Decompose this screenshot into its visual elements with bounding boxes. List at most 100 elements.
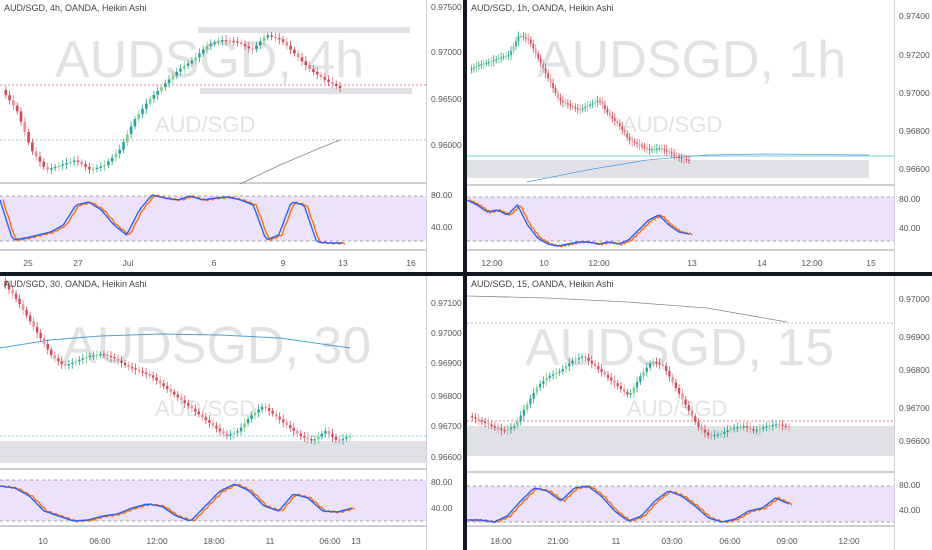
candle-body	[130, 366, 134, 369]
candle-body	[133, 119, 137, 127]
pane-15m[interactable]: AUD/SGD, 15, OANDA, Heikin Ashi AUDSGD, …	[467, 276, 932, 550]
price-label: 0.96800	[899, 126, 930, 136]
candle-body	[548, 375, 551, 379]
candle-body	[76, 160, 80, 162]
price-axis[interactable]	[894, 276, 895, 550]
candle-body	[180, 397, 183, 401]
candle-body	[260, 406, 264, 410]
candle-body	[571, 360, 574, 364]
candle-body	[604, 105, 606, 109]
candle-body	[619, 386, 623, 389]
candle-body	[243, 44, 247, 47]
candle-body	[545, 378, 548, 381]
time-label: 10	[38, 536, 48, 546]
pane-1h[interactable]: AUD/SGD, 1h, OANDA, Heikin Ashi AUDSGD, …	[467, 0, 932, 272]
price-axis[interactable]	[426, 0, 427, 272]
candle-body	[665, 150, 668, 152]
candle-body	[557, 93, 559, 98]
candle-body	[665, 365, 668, 372]
candle-body	[327, 79, 330, 82]
candle-body	[675, 155, 678, 157]
candle-body	[495, 59, 498, 61]
candle-body	[95, 354, 99, 356]
candle-body	[99, 166, 103, 168]
pane-30m[interactable]: AUD/SGD, 30, OANDA, Heikin Ashi AUDSGD, …	[0, 276, 463, 550]
candle-body	[167, 79, 171, 84]
price-axis[interactable]	[894, 0, 895, 272]
candle-body	[781, 424, 784, 426]
candle-body	[148, 98, 152, 104]
candle-body	[190, 405, 194, 409]
pane-divider-horizontal[interactable]	[0, 272, 932, 276]
candle-body	[34, 151, 38, 157]
candle-body	[236, 431, 239, 433]
time-label: 15	[866, 258, 876, 268]
chart-1h-svg[interactable]	[467, 0, 932, 272]
time-label: 18:00	[490, 536, 512, 546]
candle-body	[749, 427, 752, 430]
candle-body	[187, 403, 190, 406]
candle-body	[739, 426, 742, 428]
candle-body	[95, 167, 99, 169]
time-label: 18:00	[203, 536, 225, 546]
candle-body	[12, 100, 15, 106]
time-label: 25	[23, 258, 33, 268]
candle-body	[120, 360, 123, 363]
osc-label: 80.00	[899, 194, 921, 204]
candle-body	[8, 95, 11, 101]
price-label: 0.96900	[431, 358, 462, 368]
candle-body	[46, 166, 49, 170]
chart-4h-svg[interactable]	[0, 0, 463, 272]
candle-body	[547, 73, 549, 79]
candle-body	[517, 36, 520, 42]
time-label: 03:00	[661, 536, 683, 546]
candle-body	[742, 426, 745, 428]
candle-body	[289, 45, 292, 50]
candle-body	[127, 365, 130, 367]
candle-body	[179, 68, 182, 72]
candle-body	[88, 166, 91, 170]
price-axis[interactable]	[426, 276, 427, 550]
time-label: 21:00	[547, 536, 569, 546]
candle-body	[623, 129, 626, 134]
chart-30m-svg[interactable]	[0, 276, 463, 550]
candle-body	[688, 159, 690, 161]
osc-label: 40.00	[431, 222, 453, 232]
candle-body	[281, 39, 285, 42]
candle-body	[668, 151, 671, 153]
stochastic-band	[0, 196, 426, 241]
candle-body	[28, 315, 32, 322]
candle-body	[74, 361, 78, 363]
candle-body	[312, 68, 315, 72]
candle-body	[520, 35, 522, 38]
candle-body	[663, 149, 666, 151]
candle-body	[50, 168, 53, 170]
moving-average-line	[467, 295, 788, 323]
candle-body	[589, 104, 591, 106]
candle-body	[144, 372, 148, 374]
candle-body	[532, 43, 535, 49]
candle-body	[292, 427, 295, 431]
candle-body	[42, 161, 46, 167]
candle-body	[331, 434, 334, 437]
candle-body	[542, 380, 545, 384]
price-label: 0.97000	[431, 47, 462, 57]
price-label: 0.97000	[899, 294, 930, 304]
candle-body	[658, 363, 661, 365]
candle-body	[487, 62, 490, 64]
candle-body	[331, 81, 334, 84]
candle-body	[643, 146, 646, 148]
candle-body	[194, 408, 197, 412]
candle-body	[515, 41, 517, 47]
candle-body	[42, 338, 46, 344]
candle-body	[215, 425, 218, 429]
candle-body	[571, 105, 574, 107]
pane-4h[interactable]: AUD/SGD, 4h, OANDA, Heikin Ashi AUDSGD, …	[0, 0, 463, 272]
osc-label: 80.00	[431, 190, 453, 200]
candle-body	[632, 387, 635, 394]
stochastic-band	[0, 480, 426, 521]
candle-body	[574, 359, 577, 361]
time-label: 12:00	[481, 258, 503, 268]
candle-body	[596, 100, 599, 102]
chart-15m-svg[interactable]	[467, 276, 932, 550]
